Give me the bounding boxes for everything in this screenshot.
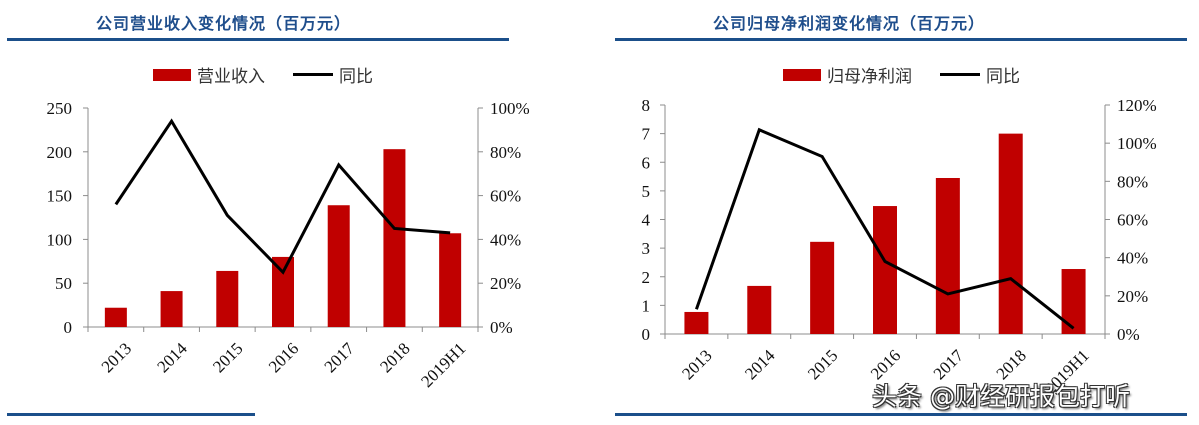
left-tick-label: 0 bbox=[642, 325, 651, 344]
left-tick-label: 4 bbox=[642, 211, 651, 230]
right-tick-label: 20% bbox=[490, 274, 521, 293]
left-tick-label: 6 bbox=[642, 153, 651, 172]
left-tick-label: 7 bbox=[642, 125, 651, 144]
left-tick-label: 100 bbox=[47, 230, 73, 249]
chart-title: 公司归母净利润变化情况（百万元） bbox=[713, 14, 986, 33]
bar bbox=[327, 205, 350, 327]
bar bbox=[873, 206, 897, 334]
right-tick-label: 0% bbox=[490, 318, 513, 337]
x-category-label: 2014 bbox=[741, 346, 779, 384]
left-tick-label: 150 bbox=[47, 187, 73, 206]
left-tick-label: 2 bbox=[642, 268, 651, 287]
left-tick-label: 5 bbox=[642, 182, 651, 201]
left-tick-label: 250 bbox=[47, 99, 73, 118]
legend-bar-label: 归母净利润 bbox=[827, 67, 912, 87]
chart-legend: 归母净利润 同比 bbox=[783, 62, 1020, 87]
bar bbox=[272, 256, 294, 327]
chart-title: 公司营业收入变化情况（百万元） bbox=[96, 14, 352, 33]
left-tick-label: 50 bbox=[55, 274, 72, 293]
bar bbox=[1061, 269, 1086, 334]
bar bbox=[160, 291, 183, 327]
bar bbox=[684, 311, 709, 334]
x-category-label: 2019H1 bbox=[417, 339, 469, 391]
bottom-divider bbox=[7, 413, 255, 416]
x-category-label: 2016 bbox=[265, 339, 302, 376]
right-tick-label: 80% bbox=[1117, 172, 1148, 191]
yoy-line bbox=[114, 118, 451, 275]
title-divider bbox=[615, 38, 1187, 41]
bar bbox=[935, 177, 960, 334]
left-tick-label: 8 bbox=[642, 96, 651, 115]
right-tick-label: 40% bbox=[490, 230, 521, 249]
right-tick-label: 0% bbox=[1117, 325, 1140, 344]
legend-line-swatch bbox=[940, 73, 980, 76]
bar bbox=[104, 307, 127, 327]
right-tick-label: 100% bbox=[490, 99, 530, 118]
left-tick-label: 0 bbox=[64, 318, 73, 337]
right-tick-label: 120% bbox=[1117, 96, 1157, 115]
right-tick-label: 40% bbox=[1117, 249, 1148, 268]
bar bbox=[810, 241, 835, 334]
watermark-text: 头条 @财经研报包打听 bbox=[872, 382, 1130, 411]
bar bbox=[383, 149, 406, 327]
x-category-label: 2017 bbox=[321, 339, 359, 377]
legend-line-label: 同比 bbox=[339, 67, 373, 87]
right-tick-label: 20% bbox=[1117, 287, 1148, 306]
bar bbox=[439, 233, 462, 327]
x-category-label: 2013 bbox=[98, 339, 135, 376]
legend-bar-label: 营业收入 bbox=[197, 67, 265, 87]
revenue-chart-panel: 公司营业收入变化情况（百万元） 营业收入 同比 0 50 100 150 200 250 0… bbox=[7, 14, 530, 416]
net-profit-chart-panel: 公司归母净利润变化情况（百万元） 归母净利润 同比 0 1 2 3 4 5 6 7 8 0% 20%… bbox=[600, 0, 1199, 425]
chart-legend: 营业收入 同比 bbox=[153, 62, 373, 87]
x-category-label: 2015 bbox=[209, 339, 246, 376]
right-tick-label: 100% bbox=[1117, 134, 1157, 153]
legend-line-swatch bbox=[293, 73, 333, 76]
left-tick-label: 1 bbox=[642, 296, 651, 315]
title-divider bbox=[7, 38, 509, 41]
bottom-divider bbox=[615, 413, 1187, 416]
legend-bar-swatch bbox=[153, 68, 191, 81]
x-category-label: 2018 bbox=[376, 339, 413, 376]
bar bbox=[216, 270, 239, 327]
x-category-label: 2014 bbox=[153, 339, 191, 377]
left-tick-label: 200 bbox=[47, 143, 73, 162]
legend-bar-swatch bbox=[783, 68, 821, 81]
legend-line-label: 同比 bbox=[986, 67, 1020, 87]
yoy-line bbox=[695, 127, 1075, 330]
revenue-combo-chart: 0 50 100 150 200 250 0% 20% 40% 60% 80% 100% 2013 201… bbox=[47, 99, 530, 391]
bar bbox=[998, 133, 1023, 334]
x-category-label: 2013 bbox=[678, 346, 715, 383]
bar bbox=[747, 285, 772, 334]
left-tick-label: 3 bbox=[642, 239, 651, 258]
right-tick-label: 80% bbox=[490, 143, 521, 162]
right-tick-label: 60% bbox=[1117, 211, 1148, 230]
x-category-label: 2015 bbox=[804, 346, 841, 383]
right-tick-label: 60% bbox=[490, 187, 521, 206]
